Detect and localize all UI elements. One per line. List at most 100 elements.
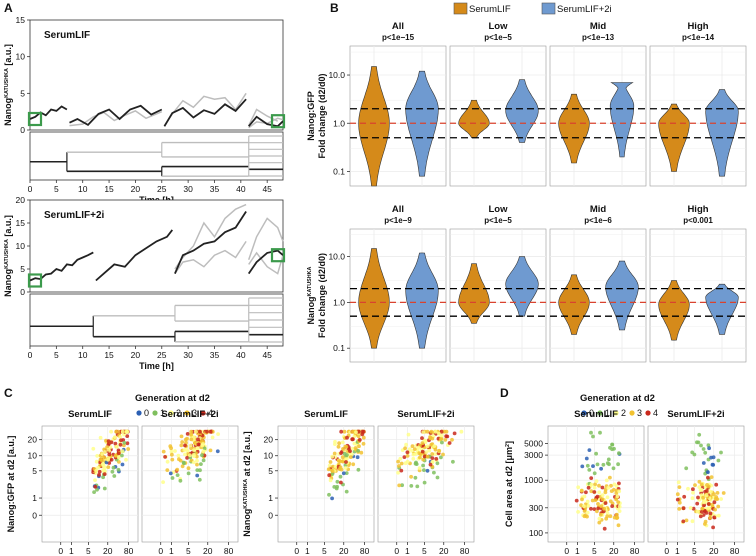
data-point-gen-1 bbox=[589, 430, 593, 435]
data-point-gen-3 bbox=[106, 465, 111, 469]
legend-dot-gen-3 bbox=[184, 410, 190, 416]
data-point-gen-1 bbox=[605, 461, 610, 466]
data-point-gen-2 bbox=[343, 466, 348, 470]
data-point-gen-3 bbox=[677, 500, 682, 505]
data-point-gen-2 bbox=[94, 459, 99, 464]
x-tick-label: 5 bbox=[54, 350, 59, 360]
legend-label: SerumLIF bbox=[469, 4, 511, 15]
x-tick-label: 40 bbox=[236, 184, 246, 194]
data-point-gen-4 bbox=[93, 484, 98, 489]
legend-label: SerumLIF+2i bbox=[557, 4, 612, 15]
data-point-gen-4 bbox=[698, 514, 703, 519]
data-point-gen-3 bbox=[437, 448, 442, 453]
data-point-gen-4 bbox=[356, 429, 361, 434]
data-point-gen-2 bbox=[427, 448, 432, 453]
legend-title: Generation at d2 bbox=[580, 393, 655, 404]
data-point-gen-2 bbox=[704, 493, 709, 498]
x-tick-label: 1 bbox=[575, 546, 580, 556]
data-point-gen-3 bbox=[675, 492, 680, 497]
data-point-gen-2 bbox=[169, 449, 174, 454]
data-point-gen-3 bbox=[439, 437, 443, 442]
y-tick-label: 20 bbox=[16, 195, 26, 205]
trace-plot-title: SerumLIF bbox=[44, 30, 90, 41]
facet-title: SerumLIF bbox=[304, 409, 348, 420]
data-point-gen-1 bbox=[684, 466, 689, 471]
data-point-gen-2 bbox=[396, 470, 400, 475]
violin-serumlif bbox=[658, 280, 690, 341]
data-point-gen-4 bbox=[339, 451, 343, 455]
data-point-gen-1 bbox=[344, 471, 349, 475]
y-tick-label: 0.1 bbox=[333, 166, 345, 176]
data-point-gen-4 bbox=[452, 431, 457, 436]
y-tick-label: 0 bbox=[32, 510, 37, 520]
data-point-gen-2 bbox=[459, 429, 464, 434]
data-point-gen-1 bbox=[611, 466, 616, 471]
y-axis-label: Nanog:GFP at d2 [a.u.] bbox=[6, 436, 16, 533]
x-tick-label: 20 bbox=[709, 546, 719, 556]
data-point-gen-2 bbox=[113, 435, 117, 439]
data-point-gen-1 bbox=[356, 448, 360, 453]
y-axis-label-unit: [a.u.] bbox=[3, 44, 13, 68]
data-point-gen-2 bbox=[183, 452, 187, 457]
x-tick-label: 1 bbox=[305, 546, 310, 556]
data-point-gen-1 bbox=[202, 446, 207, 451]
data-point-gen-3 bbox=[703, 522, 707, 526]
data-point-gen-3 bbox=[612, 487, 616, 492]
data-point-gen-3 bbox=[397, 483, 402, 488]
y-tick-label: 10 bbox=[264, 451, 274, 461]
data-point-gen-2 bbox=[719, 497, 723, 501]
data-point-gen-4 bbox=[714, 482, 719, 487]
data-point-gen-1 bbox=[116, 467, 121, 472]
trace-lineage-light-3 bbox=[248, 251, 284, 275]
data-point-gen-3 bbox=[589, 489, 594, 494]
data-point-gen-3 bbox=[600, 497, 605, 502]
data-point-gen-2 bbox=[423, 440, 428, 445]
data-point-gen-0 bbox=[591, 464, 595, 468]
data-point-gen-2 bbox=[354, 430, 358, 434]
data-point-gen-4 bbox=[399, 468, 404, 473]
x-tick-label: 0 bbox=[28, 184, 33, 194]
data-point-gen-2 bbox=[413, 452, 418, 456]
data-point-gen-4 bbox=[447, 441, 452, 445]
y-axis-label-main: Cell area at d2 [μm bbox=[504, 447, 514, 527]
data-point-gen-4 bbox=[106, 439, 111, 444]
y-axis-label: NanogKATUSHKA at d2 [a.u.] bbox=[242, 431, 252, 536]
data-point-gen-1 bbox=[101, 475, 105, 480]
legend-dot-gen-2 bbox=[613, 410, 619, 416]
y-tick-label: 1 bbox=[32, 493, 37, 503]
data-point-gen-4 bbox=[681, 506, 686, 511]
legend-title: Generation at d2 bbox=[135, 393, 210, 404]
data-point-gen-1 bbox=[598, 430, 602, 435]
data-point-gen-2 bbox=[614, 484, 619, 488]
data-point-gen-2 bbox=[195, 446, 200, 450]
data-point-gen-2 bbox=[699, 487, 704, 492]
data-point-gen-2 bbox=[328, 478, 333, 483]
x-tick-label: 80 bbox=[630, 546, 640, 556]
data-point-gen-3 bbox=[597, 520, 602, 525]
facet-pvalue: p<1e−14 bbox=[682, 33, 715, 42]
trace-plot-frame bbox=[29, 199, 284, 293]
data-point-gen-2 bbox=[436, 431, 441, 436]
data-point-gen-0 bbox=[425, 468, 430, 473]
data-point-gen-2 bbox=[352, 441, 357, 446]
panel-letter-D: D bbox=[500, 386, 509, 400]
data-point-gen-4 bbox=[682, 494, 687, 499]
violin-serumlif bbox=[358, 66, 390, 187]
data-point-gen-4 bbox=[109, 440, 114, 445]
data-point-gen-2 bbox=[439, 433, 444, 438]
trace-lineage-dark bbox=[29, 98, 284, 128]
data-point-gen-1 bbox=[110, 469, 115, 474]
violin-serumlif bbox=[558, 274, 590, 335]
legend-dot-gen-4 bbox=[200, 410, 206, 416]
data-point-gen-1 bbox=[585, 463, 590, 468]
data-point-gen-4 bbox=[97, 473, 101, 477]
facet-title: All bbox=[392, 204, 404, 215]
data-point-gen-4 bbox=[711, 525, 715, 530]
data-point-gen-4 bbox=[702, 503, 706, 507]
data-point-gen-1 bbox=[440, 440, 444, 445]
facet-strip bbox=[650, 203, 746, 229]
legend-label: 2 bbox=[621, 408, 626, 418]
data-point-gen-3 bbox=[677, 507, 682, 511]
